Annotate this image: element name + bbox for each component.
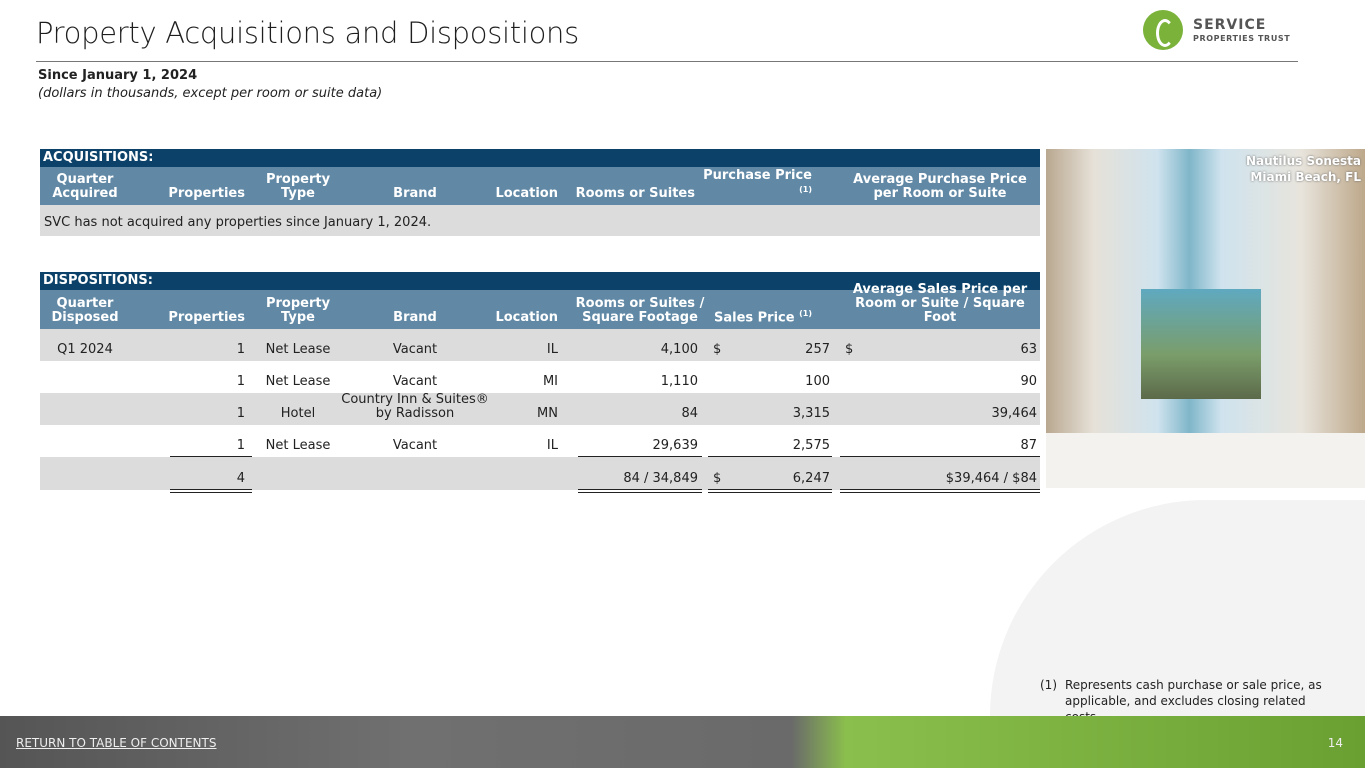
col-quarter: Quarter Disposed bbox=[51, 296, 119, 325]
col-rooms: Rooms or Suites / Square Footage bbox=[575, 296, 705, 325]
col-price: Sales Price bbox=[713, 310, 795, 325]
dispositions-table: DISPOSITIONS: Quarter Disposed Propertie… bbox=[40, 272, 1040, 493]
cell-average: 63 bbox=[1020, 342, 1037, 357]
cell-price: 257 bbox=[805, 342, 830, 357]
table-row: 1 Net Lease Vacant IL 29,639 2,575 87 bbox=[40, 425, 1040, 457]
cell-properties: 1 bbox=[236, 374, 245, 389]
cell-location: MI bbox=[542, 374, 558, 389]
col-properties: Properties bbox=[168, 186, 245, 201]
col-price: Purchase Price bbox=[703, 167, 812, 183]
col-type: Property Type bbox=[265, 172, 331, 201]
cell-rooms: 4,100 bbox=[660, 342, 698, 357]
acquisitions-table: ACQUISITIONS: Quarter Acquired Propertie… bbox=[40, 149, 1040, 236]
cell-average: 39,464 bbox=[991, 406, 1038, 421]
cell-type: Net Lease bbox=[265, 342, 331, 357]
total-properties: 4 bbox=[236, 471, 245, 486]
cell-type: Net Lease bbox=[265, 438, 331, 453]
total-price-currency: $ bbox=[713, 471, 722, 486]
ocean-view bbox=[1141, 289, 1261, 399]
col-properties: Properties bbox=[168, 310, 245, 325]
no-acquisitions-message: SVC has not acquired any properties sinc… bbox=[44, 215, 432, 230]
col-type: Property Type bbox=[265, 296, 331, 325]
table-row: 1 Net Lease Vacant MI 1,110 100 90 bbox=[40, 361, 1040, 393]
footnote-ref: (1) bbox=[799, 184, 812, 194]
col-average: Average Sales Price per Room or Suite / … bbox=[852, 282, 1028, 325]
cell-brand: Vacant bbox=[392, 438, 438, 453]
col-quarter: Quarter Acquired bbox=[52, 172, 118, 201]
total-average: $39,464 / $84 bbox=[945, 471, 1037, 486]
cell-average: 87 bbox=[1020, 438, 1037, 453]
photo-caption: Nautilus Sonesta Miami Beach, FL bbox=[1245, 154, 1361, 184]
page-title: Property Acquisitions and Dispositions bbox=[36, 16, 579, 50]
cell-properties: 1 bbox=[236, 406, 245, 421]
cell-price: 2,575 bbox=[792, 438, 830, 453]
cell-price-currency: $ bbox=[713, 342, 722, 357]
col-location: Location bbox=[495, 186, 558, 201]
cell-average: 90 bbox=[1020, 374, 1037, 389]
cell-quarter: Q1 2024 bbox=[57, 342, 113, 357]
cell-location: IL bbox=[546, 438, 558, 453]
title-divider bbox=[36, 61, 1298, 62]
total-row: 4 84 / 34,849 $ 6,247 $39,464 / $84 bbox=[40, 457, 1040, 493]
cell-rooms: 84 bbox=[681, 406, 698, 421]
page-number: 14 bbox=[1327, 736, 1343, 750]
return-to-toc-link[interactable]: RETURN TO TABLE OF CONTENTS bbox=[16, 736, 217, 750]
footnote-ref: (1) bbox=[799, 308, 812, 318]
logo-icon bbox=[1143, 10, 1183, 50]
cell-properties: 1 bbox=[236, 438, 245, 453]
cell-price: 100 bbox=[805, 374, 830, 389]
cell-location: MN bbox=[537, 406, 558, 421]
cell-brand: Vacant bbox=[392, 342, 438, 357]
cell-location: IL bbox=[546, 342, 558, 357]
cell-properties: 1 bbox=[236, 342, 245, 357]
bed bbox=[1046, 433, 1365, 488]
cell-rooms: 29,639 bbox=[652, 438, 699, 453]
col-rooms: Rooms or Suites bbox=[575, 186, 695, 201]
cell-price: 3,315 bbox=[792, 406, 830, 421]
col-brand: Brand bbox=[393, 186, 437, 201]
logo-line2: PROPERTIES TRUST bbox=[1193, 33, 1291, 43]
cell-type: Net Lease bbox=[265, 374, 331, 389]
total-price: 6,247 bbox=[792, 471, 830, 486]
cell-rooms: 1,110 bbox=[660, 374, 698, 389]
col-location: Location bbox=[495, 310, 558, 325]
dispositions-band: DISPOSITIONS: bbox=[40, 272, 1040, 290]
cell-brand: Country Inn & Suites® by Radisson bbox=[341, 392, 489, 421]
table-row: Q1 2024 1 Net Lease Vacant IL 4,100 $257 $63 bbox=[40, 329, 1040, 361]
acquisitions-header: Quarter Acquired Properties Property Typ… bbox=[40, 167, 1040, 205]
cell-average-currency: $ bbox=[845, 342, 854, 357]
cell-brand: Vacant bbox=[392, 374, 438, 389]
logo-line1: SERVICE bbox=[1193, 16, 1267, 33]
acquisitions-band: ACQUISITIONS: bbox=[40, 149, 1040, 167]
col-brand: Brand bbox=[393, 310, 437, 325]
units-note: (dollars in thousands, except per room o… bbox=[38, 86, 383, 101]
cell-type: Hotel bbox=[280, 406, 316, 421]
property-photo: Nautilus Sonesta Miami Beach, FL bbox=[1046, 149, 1365, 488]
table-row: 1 Hotel Country Inn & Suites® by Radisson M… bbox=[40, 393, 1040, 425]
footer-bar: RETURN TO TABLE OF CONTENTS 14 bbox=[0, 716, 1365, 768]
company-logo: SERVICE PROPERTIES TRUST bbox=[1143, 10, 1290, 50]
total-rooms: 84 / 34,849 bbox=[623, 471, 698, 486]
col-average: Average Purchase Price per Room or Suite bbox=[853, 172, 1027, 201]
subtitle: Since January 1, 2024 bbox=[38, 68, 198, 83]
dispositions-header: Quarter Disposed Properties Property Typ… bbox=[40, 283, 1040, 329]
